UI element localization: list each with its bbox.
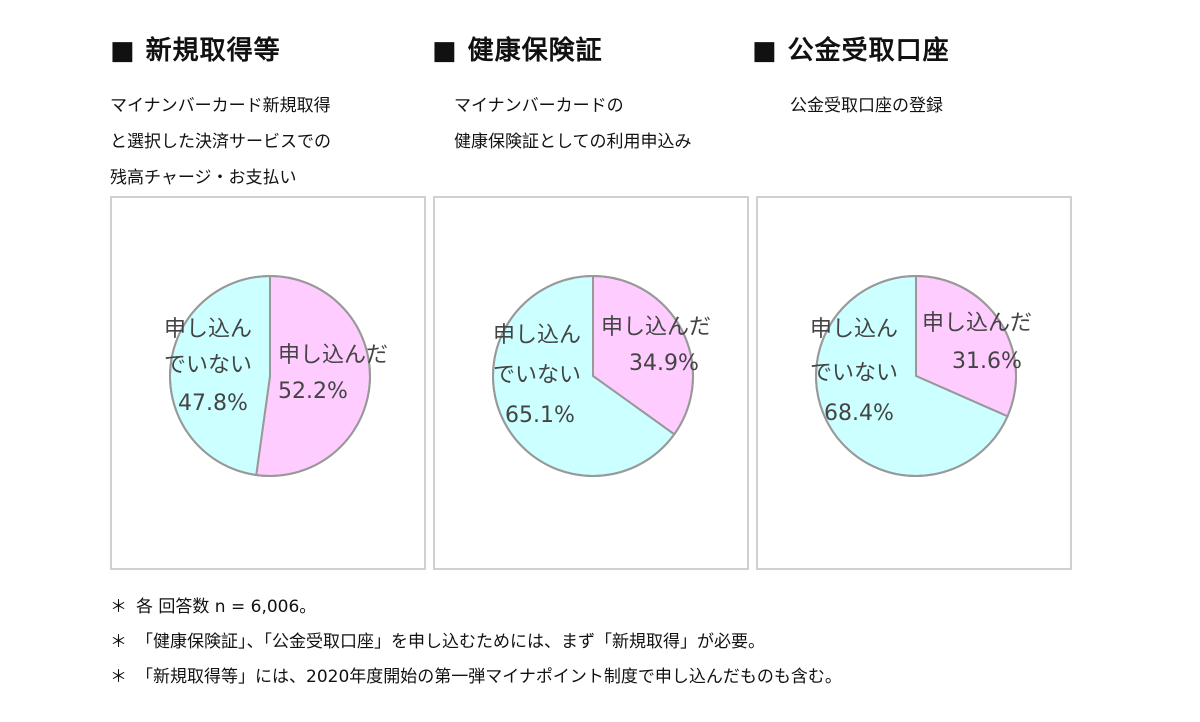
asterisk-marker: ＊ xyxy=(110,632,127,652)
square-marker-icon: ■ xyxy=(110,36,136,66)
description-line: 健康保険証としての利用申込み xyxy=(454,132,692,152)
chart-title: 公金受取口座 xyxy=(787,36,950,66)
pie-outline xyxy=(492,275,694,477)
slice-label-not-applied: でいない xyxy=(164,353,252,378)
pie-panel-public-account: 申し込んだ 31.6% 申し込ん でいない 68.4% xyxy=(756,196,1072,570)
slice-label-not-applied: でいない xyxy=(810,361,898,386)
footnote-text: 「健康保険証」、「公金受取口座」を申し込むためには、まず「新規取得」が必要。 xyxy=(136,632,765,652)
slice-label-not-applied: 申し込ん xyxy=(493,323,581,348)
slice-label-not-applied: でいない xyxy=(493,363,581,388)
slice-value-applied: 34.9% xyxy=(629,351,699,376)
description-line: マイナンバーカードの xyxy=(454,96,624,116)
chart-heading: ■ 新規取得等 xyxy=(110,30,281,67)
slice-value-applied: 52.2% xyxy=(278,379,348,404)
chart-description: マイナンバーカード新規取得 と選択した決済サービスでの 残高チャージ・お支払い xyxy=(110,88,331,196)
slice-label-applied: 申し込んだ xyxy=(601,315,711,340)
pie-slice-applied xyxy=(255,274,371,477)
asterisk-marker: ＊ xyxy=(110,597,127,617)
description-line: マイナンバーカード新規取得 xyxy=(110,96,331,116)
slice-label-not-applied: 申し込ん xyxy=(810,317,898,342)
asterisk-marker: ＊ xyxy=(110,667,127,687)
pie-chart: 申し込んだ 52.2% 申し込ん でいない 47.8% xyxy=(164,274,388,477)
square-marker-icon: ■ xyxy=(432,36,458,66)
pie-outline xyxy=(169,275,371,477)
description-line: と選択した決済サービスでの xyxy=(110,132,331,152)
slice-value-not-applied: 65.1% xyxy=(505,403,575,428)
slice-label-applied: 申し込んだ xyxy=(278,343,388,368)
description-line: 残高チャージ・お支払い xyxy=(110,168,297,188)
chart-heading: ■ 公金受取口座 xyxy=(752,30,950,67)
slice-label-applied: 申し込んだ xyxy=(922,311,1032,336)
footnote: ＊ 各 回答数 n = 6,006。 xyxy=(110,590,842,625)
footnote: ＊ 「新規取得等」には、2020年度開始の第一弾マイナポイント制度で申し込んだもの… xyxy=(110,660,842,695)
pie-chart: 申し込んだ 31.6% 申し込ん でいない 68.4% xyxy=(810,274,1032,477)
chart-description: マイナンバーカードの 健康保険証としての利用申込み xyxy=(454,88,692,160)
slice-value-not-applied: 47.8% xyxy=(178,391,248,416)
footnote-text: 各 回答数 n = 6,006。 xyxy=(136,597,317,617)
slice-value-not-applied: 68.4% xyxy=(824,401,894,426)
chart-description: 公金受取口座の登録 xyxy=(790,88,943,124)
description-line: 公金受取口座の登録 xyxy=(790,96,943,116)
chart-heading: ■ 健康保険証 xyxy=(432,30,603,67)
footnote: ＊ 「健康保険証」、「公金受取口座」を申し込むためには、まず「新規取得」が必要。 xyxy=(110,625,842,660)
pie-panel-new-acquisition: 申し込んだ 52.2% 申し込ん でいない 47.8% xyxy=(110,196,426,570)
chart-title: 新規取得等 xyxy=(145,36,281,66)
footnote-text: 「新規取得等」には、2020年度開始の第一弾マイナポイント制度で申し込んだものも… xyxy=(136,667,842,687)
slice-value-applied: 31.6% xyxy=(952,349,1022,374)
slice-label-not-applied: 申し込ん xyxy=(164,317,252,342)
pie-panel-health-insurance: 申し込んだ 34.9% 申し込ん でいない 65.1% xyxy=(433,196,749,570)
pie-chart: 申し込んだ 34.9% 申し込ん でいない 65.1% xyxy=(492,274,711,477)
chart-title: 健康保険証 xyxy=(467,36,603,66)
square-marker-icon: ■ xyxy=(752,36,778,66)
footnotes: ＊ 各 回答数 n = 6,006。 ＊ 「健康保険証」、「公金受取口座」を申し込む… xyxy=(110,590,842,695)
pie-outline xyxy=(815,275,1017,477)
